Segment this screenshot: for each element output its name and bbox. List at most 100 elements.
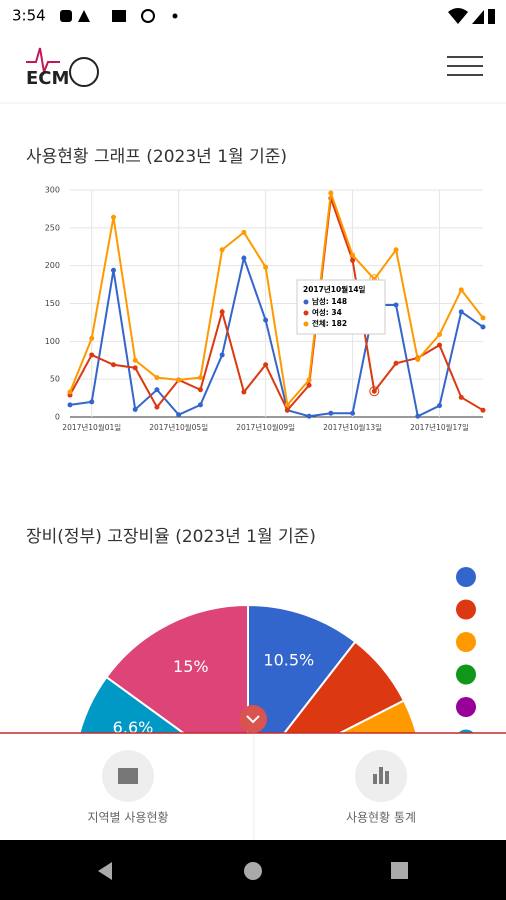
stats-icon [373, 767, 389, 784]
x-tick-label: 2017년10월01일 [62, 422, 121, 432]
data-point [132, 406, 138, 412]
data-point [241, 389, 247, 395]
data-point [284, 407, 290, 413]
data-point [458, 287, 464, 293]
data-point [241, 229, 247, 235]
data-point [480, 407, 486, 413]
data-point [306, 382, 312, 388]
data-point [263, 264, 269, 270]
data-point [67, 389, 73, 395]
x-tick-label: 2017년10월13일 [323, 422, 382, 432]
menu-button[interactable] [447, 56, 483, 76]
legend-dot [456, 697, 476, 717]
series-line [69, 192, 484, 408]
section-title: 사용현황 그래프 (2023년 1월 기준) [26, 147, 287, 167]
data-point [480, 315, 486, 321]
data-point [89, 399, 95, 405]
data-point [393, 247, 399, 253]
data-point [415, 413, 421, 419]
logo-circle [69, 57, 99, 87]
highlight [369, 386, 380, 397]
data-point [154, 387, 160, 393]
y-tick-label: 150 [45, 299, 60, 308]
back-button[interactable] [98, 862, 112, 880]
status-icons [60, 8, 495, 24]
data-point [328, 190, 334, 196]
nav-label[interactable]: 사용현황 통계 [346, 811, 416, 825]
legend-dot [456, 632, 476, 652]
status-time: 3:54 [12, 7, 46, 25]
data-point [306, 377, 312, 383]
data-point [219, 352, 225, 358]
data-point [371, 388, 377, 394]
data-point [197, 387, 203, 393]
y-tick-label: 250 [45, 223, 60, 232]
scroll-button[interactable] [239, 705, 267, 733]
map-icon [118, 768, 138, 784]
data-point [110, 267, 116, 273]
data-point [263, 362, 269, 368]
x-tick-label: 2017년10월09일 [236, 422, 295, 432]
data-point [110, 214, 116, 220]
logo-pulse [26, 47, 60, 76]
data-point [328, 410, 334, 416]
y-tick-label: 200 [45, 261, 60, 270]
data-point [219, 247, 225, 253]
legend-dot [456, 567, 476, 587]
data-point [176, 377, 182, 383]
data-point [350, 410, 356, 416]
data-point [219, 309, 225, 315]
data-point [241, 255, 247, 261]
data-point [110, 362, 116, 368]
data-point [197, 402, 203, 408]
y-tick-label: 50 [50, 375, 60, 384]
y-tick-label: 100 [45, 337, 60, 346]
data-point [132, 357, 138, 363]
data-point [263, 317, 269, 323]
series-line [69, 254, 484, 418]
bottom-nav [0, 733, 506, 840]
tooltip-line: 여성: 34 [312, 307, 342, 317]
data-point [67, 402, 73, 408]
legend-dot [456, 664, 476, 685]
y-tick-label: 0 [55, 413, 60, 422]
data-point [437, 403, 443, 409]
home-button[interactable] [244, 862, 262, 880]
y-tick-label: 300 [45, 186, 60, 195]
tooltip-swatch [303, 321, 309, 327]
slice-label: 15% [173, 657, 209, 676]
data-point [89, 335, 95, 341]
tooltip [296, 279, 386, 335]
data-point [132, 365, 138, 371]
tooltip-line: 전체: 182 [312, 318, 347, 328]
data-point [458, 394, 464, 400]
data-point [458, 309, 464, 315]
tooltip-line: 남성: 148 [312, 296, 347, 306]
tooltip-title: 2017년10월14일 [303, 284, 366, 294]
legend-dot [456, 599, 476, 620]
recents-button[interactable] [391, 862, 408, 879]
data-point [350, 257, 356, 263]
logo: ECM [26, 68, 69, 89]
section-title: 장비(정부) 고장비율 (2023년 1월 기준) [26, 527, 316, 547]
data-point [176, 412, 182, 418]
data-point [197, 375, 203, 381]
x-tick-label: 2017년10월17일 [410, 422, 469, 432]
data-point [437, 332, 443, 338]
series-line [69, 197, 484, 412]
data-point [437, 342, 443, 348]
x-tick-label: 2017년10월05일 [149, 422, 208, 432]
data-point [393, 360, 399, 366]
data-point [154, 375, 160, 381]
chevron [246, 715, 260, 724]
tooltip-swatch [303, 310, 309, 316]
data-point [393, 302, 399, 308]
tooltip-swatch [303, 299, 309, 305]
data-point [89, 352, 95, 358]
slice-label: 10.5% [263, 650, 314, 669]
nav-label[interactable]: 지역별 사용현황 [87, 811, 168, 825]
data-point [350, 252, 356, 258]
data-point [480, 324, 486, 330]
data-point [284, 402, 290, 408]
